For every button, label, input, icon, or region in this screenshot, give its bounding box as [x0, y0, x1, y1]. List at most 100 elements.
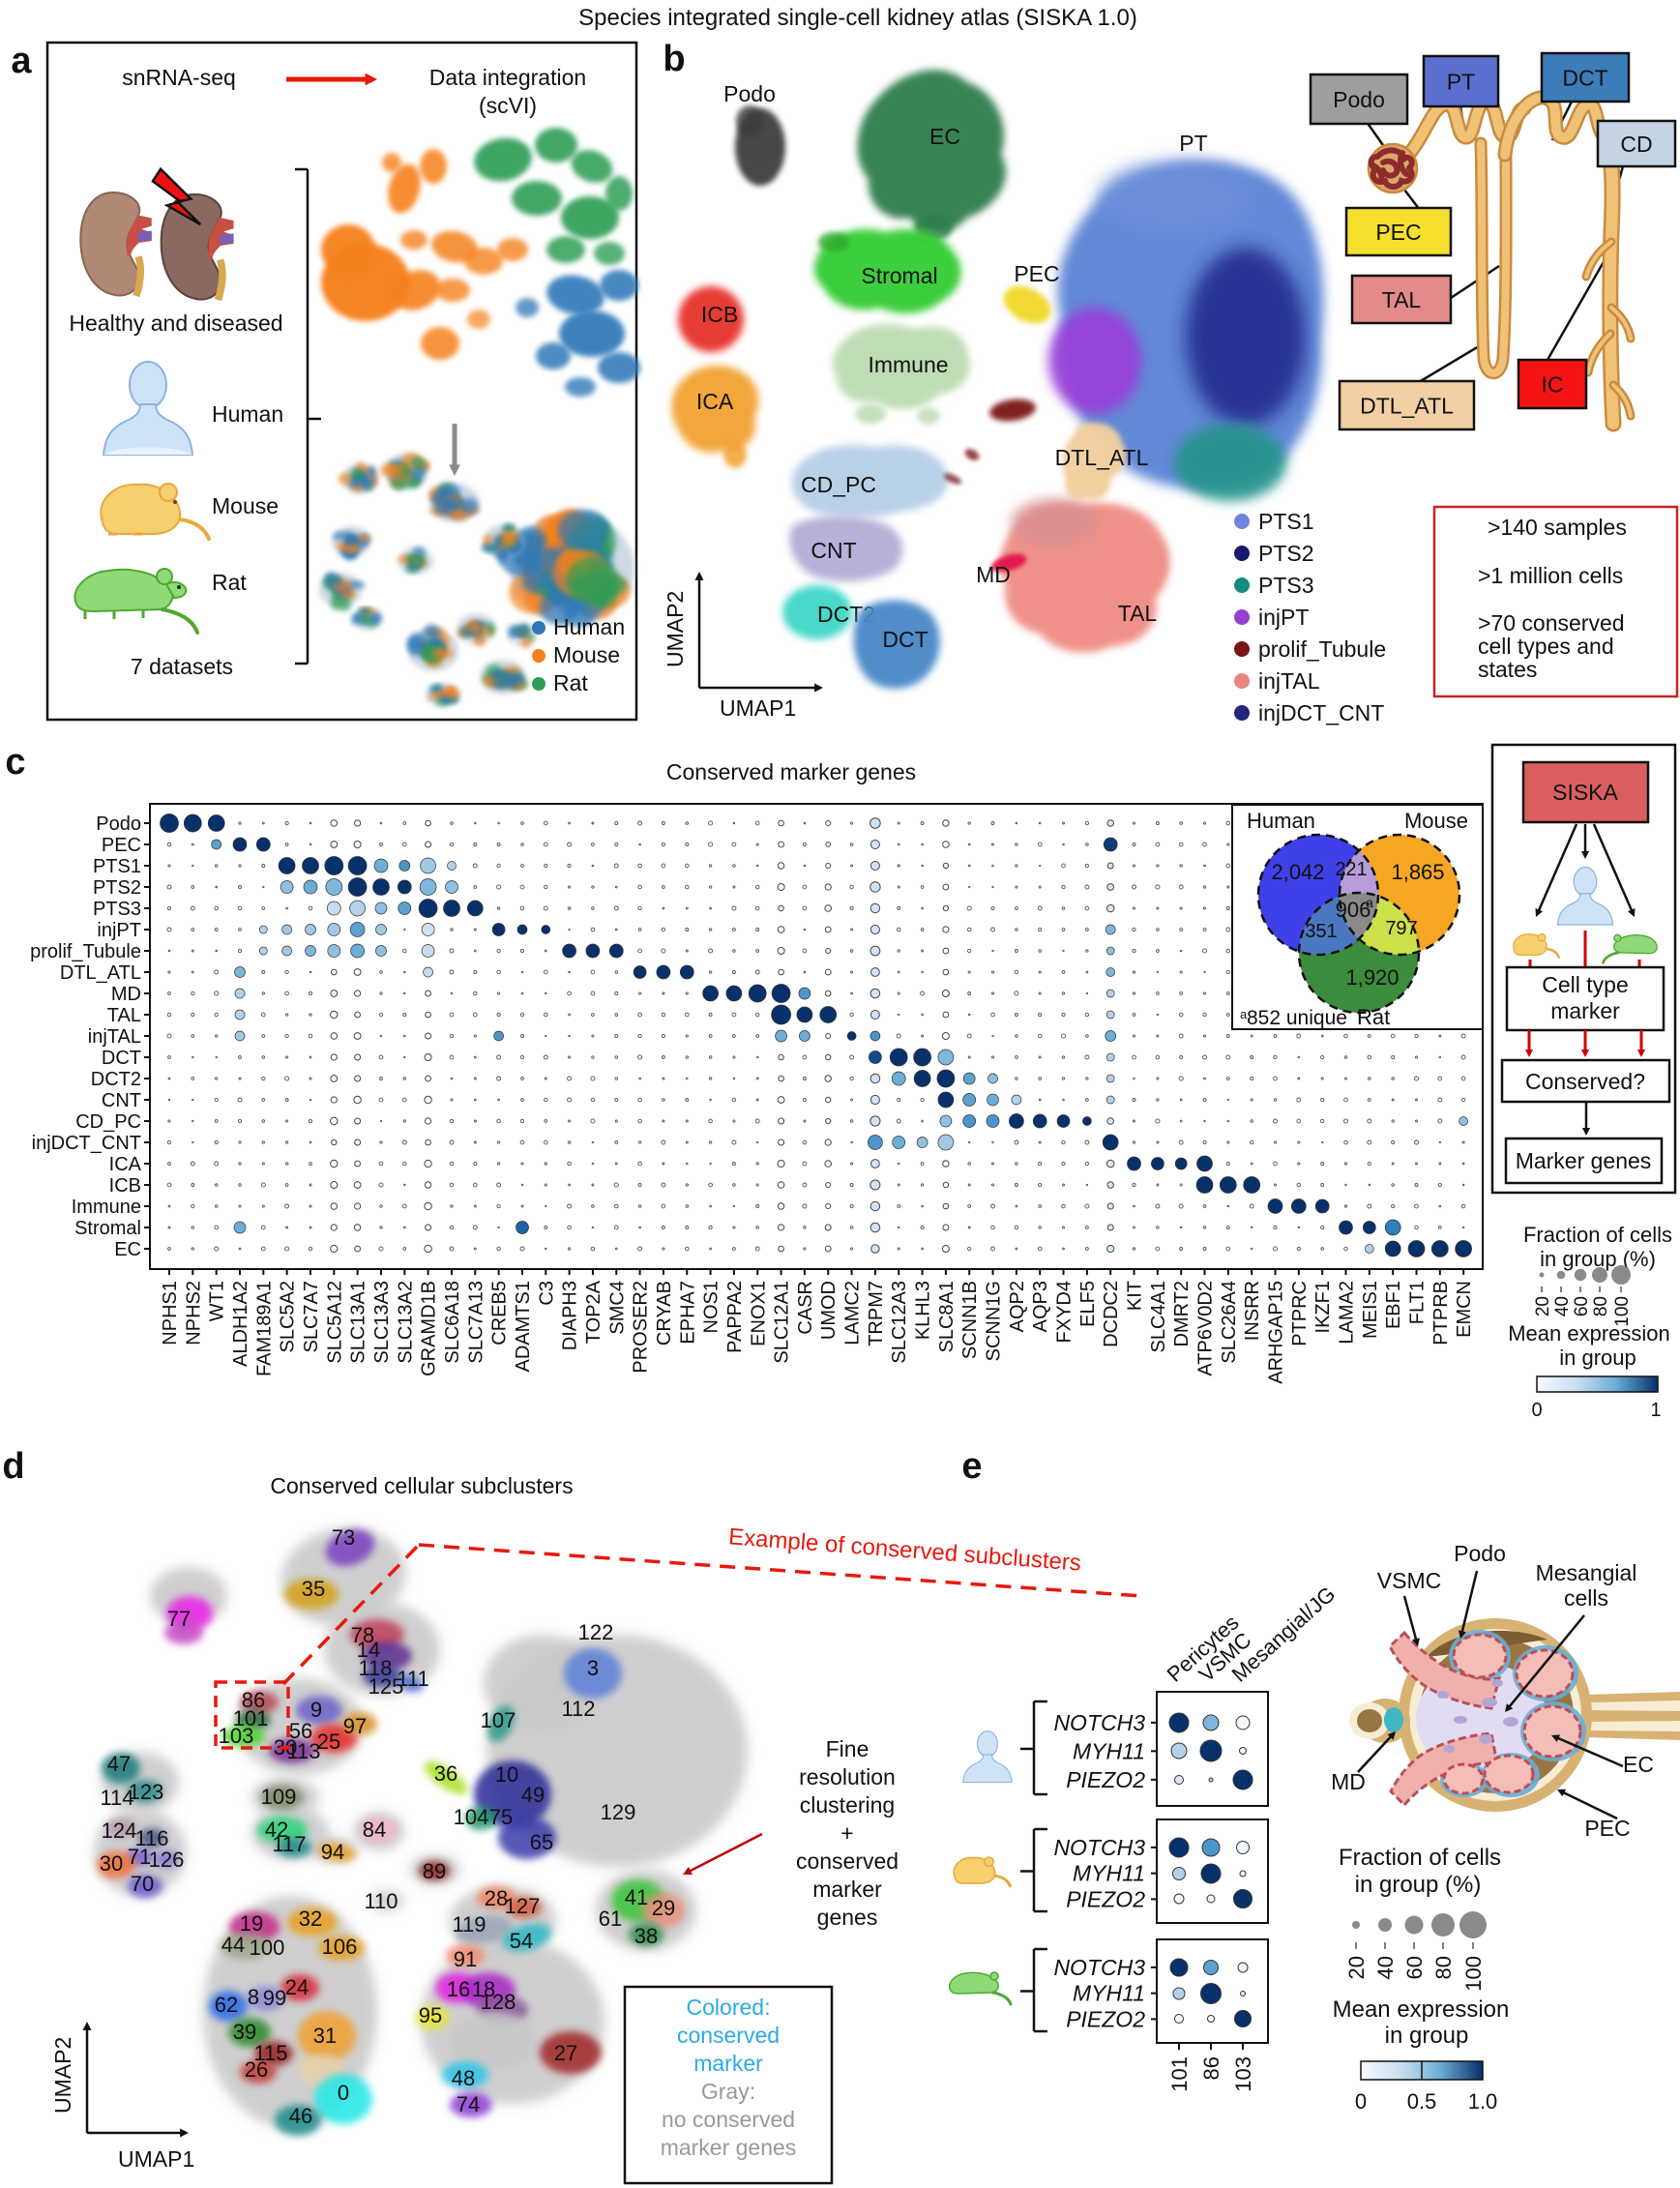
- svg-text:1.0: 1.0: [1468, 2089, 1498, 2114]
- svg-text:86: 86: [1199, 2056, 1223, 2080]
- svg-text:DCT2: DCT2: [91, 1069, 141, 1090]
- svg-text:Podo: Podo: [96, 813, 141, 835]
- svg-text:74: 74: [457, 2092, 480, 2116]
- svg-text:PROSER2: PROSER2: [631, 1281, 652, 1374]
- svg-text:122: 122: [578, 1620, 614, 1644]
- svg-text:47: 47: [107, 1752, 131, 1776]
- svg-text:Rat: Rat: [1357, 1005, 1390, 1029]
- svg-text:PTS1: PTS1: [93, 856, 141, 877]
- svg-text:TRPM7: TRPM7: [866, 1281, 887, 1346]
- svg-text:0: 0: [1531, 1400, 1542, 1421]
- svg-text:124: 124: [102, 1818, 137, 1843]
- svg-text:PEC: PEC: [102, 835, 141, 856]
- svg-text:104: 104: [454, 1805, 489, 1829]
- svg-text:SLC7A7: SLC7A7: [301, 1281, 322, 1353]
- svg-text:C3: C3: [536, 1281, 557, 1306]
- svg-text:ATP6V0D2: ATP6V0D2: [1195, 1281, 1217, 1376]
- svg-text:genes: genes: [817, 1905, 878, 1930]
- svg-text:LAMC2: LAMC2: [842, 1281, 864, 1345]
- svg-text:0: 0: [338, 2081, 349, 2105]
- svg-text:Conserved?: Conserved?: [1525, 1069, 1645, 1094]
- svg-text:SLC13A1: SLC13A1: [348, 1281, 369, 1364]
- svg-text:c: c: [5, 742, 25, 783]
- svg-text:114: 114: [100, 1786, 133, 1810]
- svg-text:NOTCH3: NOTCH3: [1053, 1710, 1145, 1735]
- svg-text:221: 221: [1335, 859, 1367, 880]
- svg-text:Podo: Podo: [723, 81, 776, 106]
- svg-text:ICB: ICB: [109, 1175, 141, 1197]
- svg-text:ICA: ICA: [109, 1154, 142, 1175]
- svg-text:DTL_ATL: DTL_ATL: [1360, 393, 1454, 418]
- svg-text:Gray:: Gray:: [701, 2079, 755, 2104]
- svg-text:in group: in group: [1559, 1345, 1636, 1370]
- svg-text:marker: marker: [812, 1877, 882, 1902]
- svg-text:32: 32: [299, 1907, 322, 1931]
- svg-text:30: 30: [100, 1851, 123, 1876]
- svg-text:62: 62: [215, 1993, 238, 2017]
- svg-text:in group (%): in group (%): [1355, 1872, 1482, 1898]
- svg-text:1,920: 1,920: [1345, 965, 1399, 990]
- svg-text:24: 24: [285, 1975, 309, 1999]
- svg-text:119: 119: [452, 1912, 486, 1937]
- svg-text:+: +: [840, 1820, 853, 1846]
- svg-text:in group (%): in group (%): [1540, 1247, 1656, 1271]
- svg-text:906: 906: [1336, 898, 1371, 922]
- svg-text:NPHS1: NPHS1: [160, 1281, 181, 1345]
- svg-text:TAL: TAL: [1118, 601, 1158, 626]
- svg-text:852 unique: 852 unique: [1247, 1007, 1347, 1029]
- svg-text:SISKA: SISKA: [1552, 780, 1618, 805]
- svg-text:Fraction of cells: Fraction of cells: [1523, 1223, 1672, 1247]
- svg-text:marker: marker: [693, 2051, 763, 2076]
- svg-text:117: 117: [272, 1832, 306, 1856]
- svg-text:49: 49: [521, 1783, 545, 1807]
- svg-text:e: e: [961, 1446, 982, 1487]
- svg-text:PIEZO2: PIEZO2: [1066, 2006, 1145, 2031]
- svg-text:PEC: PEC: [1375, 220, 1421, 245]
- svg-text:DTL_ATL: DTL_ATL: [60, 962, 141, 984]
- svg-text:PAPPA2: PAPPA2: [724, 1281, 746, 1353]
- svg-text:54: 54: [510, 1929, 533, 1953]
- svg-text:DCT: DCT: [1562, 65, 1607, 90]
- svg-text:AQP3: AQP3: [1030, 1281, 1051, 1332]
- svg-text:56: 56: [289, 1719, 312, 1743]
- svg-text:prolif_Tubule: prolif_Tubule: [30, 941, 141, 962]
- svg-text:GRAMD1B: GRAMD1B: [419, 1281, 440, 1376]
- svg-text:0.5: 0.5: [1407, 2089, 1437, 2114]
- svg-text:EC: EC: [929, 124, 960, 149]
- svg-text:44: 44: [221, 1933, 245, 1957]
- svg-text:116: 116: [134, 1826, 168, 1850]
- svg-text:25: 25: [317, 1730, 340, 1754]
- svg-text:100: 100: [1461, 1956, 1486, 1992]
- svg-text:Mouse: Mouse: [212, 493, 279, 518]
- svg-text:EC: EC: [114, 1239, 141, 1260]
- svg-text:Colored:: Colored:: [687, 1995, 771, 2020]
- svg-text:Stromal: Stromal: [861, 263, 937, 288]
- svg-text:conserved: conserved: [796, 1848, 899, 1874]
- svg-text:40: 40: [1373, 1956, 1398, 1979]
- svg-text:NOTCH3: NOTCH3: [1053, 1835, 1145, 1860]
- svg-text:clustering: clustering: [800, 1792, 895, 1818]
- svg-text:NOS1: NOS1: [701, 1281, 722, 1333]
- svg-text:ELF5: ELF5: [1077, 1281, 1099, 1327]
- svg-text:16: 16: [447, 1977, 470, 2001]
- svg-text:SLC13A2: SLC13A2: [395, 1281, 416, 1364]
- svg-text:UMAP1: UMAP1: [118, 2146, 194, 2172]
- svg-text:112: 112: [561, 1697, 595, 1721]
- svg-text:48: 48: [452, 2066, 475, 2090]
- svg-text:1: 1: [1650, 1400, 1661, 1421]
- svg-text:31: 31: [313, 2024, 337, 2048]
- svg-text:marker genes: marker genes: [661, 2135, 797, 2160]
- svg-text:60: 60: [1572, 1296, 1592, 1316]
- svg-text:a: a: [11, 41, 32, 81]
- svg-text:SCNN1G: SCNN1G: [984, 1281, 1005, 1361]
- svg-text:a: a: [1366, 895, 1373, 910]
- svg-text:Fine: Fine: [826, 1736, 869, 1761]
- svg-text:80: 80: [1431, 1956, 1456, 1979]
- svg-text:125: 125: [368, 1674, 404, 1699]
- svg-text:injTAL: injTAL: [88, 1026, 141, 1048]
- svg-text:39: 39: [233, 2020, 256, 2044]
- svg-text:26: 26: [245, 2057, 268, 2082]
- svg-text:65: 65: [530, 1830, 553, 1854]
- svg-text:100: 100: [250, 1936, 285, 1960]
- svg-text:EPHA7: EPHA7: [677, 1281, 698, 1345]
